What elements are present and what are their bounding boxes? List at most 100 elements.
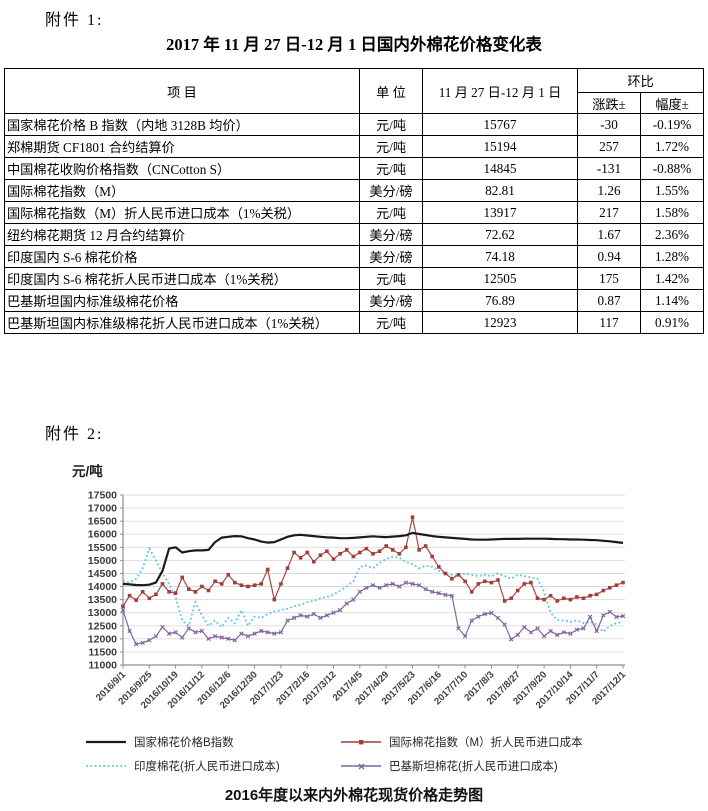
svg-text:16000: 16000 xyxy=(88,529,117,541)
item-name-cell: 国际棉花指数（M） xyxy=(4,179,360,202)
legend-label-1: 国际棉花指数（M）折人民币进口成本 xyxy=(389,737,583,749)
unit-cell: 元/吨 xyxy=(359,201,423,224)
table-body: 国家棉花价格 B 指数（内地 3128B 均价） 元/吨 15767 -30 -… xyxy=(4,113,704,334)
svg-text:13000: 13000 xyxy=(88,607,117,619)
unit-cell: 元/吨 xyxy=(359,311,423,334)
svg-text:11000: 11000 xyxy=(88,660,117,672)
item-name-cell: 巴基斯坦国内标准级棉花折人民币进口成本（1%关税） xyxy=(4,311,360,334)
legend-glyph-0 xyxy=(86,740,126,744)
col-header-item: 项 目 xyxy=(4,68,360,114)
table-row: 中国棉花收购价格指数（CNCotton S） 元/吨 14845 -131 -0… xyxy=(4,157,704,180)
range-cell: 1.55% xyxy=(640,179,704,202)
table-row: 巴基斯坦国内标准级棉花折人民币进口成本（1%关税） 元/吨 12923 117 … xyxy=(4,311,704,334)
col-header-period: 11 月 27 日-12 月 1 日 xyxy=(422,68,578,114)
item-name-cell: 中国棉花收购价格指数（CNCotton S） xyxy=(4,157,360,180)
col-header-range: 幅度± xyxy=(640,92,704,114)
svg-text:13500: 13500 xyxy=(88,594,117,606)
table-row: 纽约棉花期货 12 月合约结算价 美分/磅 72.62 1.67 2.36% xyxy=(4,223,704,246)
unit-cell: 美分/磅 xyxy=(359,179,423,202)
svg-text:14500: 14500 xyxy=(88,568,117,580)
legend-label-2: 印度棉花(折人民币进口成本) xyxy=(134,761,280,773)
col-header-unit: 单 位 xyxy=(359,68,423,114)
range-cell: -0.19% xyxy=(640,113,704,136)
table-title: 2017 年 11 月 27 日-12 月 1 日国内外棉花价格变化表 xyxy=(166,35,542,54)
legend-item-3: 巴基斯坦棉花(折人民币进口成本) xyxy=(340,758,583,774)
y-grid-and-labels: 11000 11500120001250013000135001400014500… xyxy=(88,490,625,672)
period-value-cell: 76.89 xyxy=(422,289,578,312)
table-row: 印度国内 S-6 棉花价格 美分/磅 74.18 0.94 1.28% xyxy=(4,245,704,268)
unit-cell: 元/吨 xyxy=(359,135,423,158)
range-cell: 1.42% xyxy=(640,267,704,290)
svg-text:15000: 15000 xyxy=(88,555,117,567)
unit-cell: 美分/磅 xyxy=(359,245,423,268)
svg-text:12000: 12000 xyxy=(88,633,117,645)
period-value-cell: 15194 xyxy=(422,135,578,158)
svg-text:14000: 14000 xyxy=(88,581,117,593)
series-0 xyxy=(122,531,624,587)
price-change-table: 项 目 单 位 11 月 27 日-12 月 1 日 环比 涨跌± 幅度± 国家… xyxy=(4,68,704,334)
unit-cell: 元/吨 xyxy=(359,157,423,180)
item-name-cell: 国际棉花指数（M）折人民币进口成本（1%关税） xyxy=(4,201,360,224)
change-cell: 175 xyxy=(577,267,641,290)
x-axis-labels: 2016/9/12016/9/252016/10/192016/11/12201… xyxy=(94,665,629,711)
change-cell: -131 xyxy=(577,157,641,180)
svg-text:11500: 11500 xyxy=(88,646,117,658)
y-axis-unit-label: 元/吨 xyxy=(72,464,103,479)
change-cell: 217 xyxy=(577,201,641,224)
period-value-cell: 12923 xyxy=(422,311,578,334)
table-row: 郑棉期货 CF1801 合约结算价 元/吨 15194 257 1.72% xyxy=(4,135,704,158)
change-cell: -30 xyxy=(577,113,641,136)
svg-text:15500: 15500 xyxy=(88,542,117,554)
table-row: 印度国内 S-6 棉花折人民币进口成本（1%关税） 元/吨 12505 175 … xyxy=(4,267,704,290)
table-row: 巴基斯坦国内标准级棉花价格 美分/磅 76.89 0.87 1.14% xyxy=(4,289,704,312)
col-header-huanbi: 环比 xyxy=(577,68,704,93)
change-cell: 117 xyxy=(577,311,641,334)
item-name-cell: 纽约棉花期货 12 月合约结算价 xyxy=(4,223,360,246)
chart-legend: 国家棉花价格B指数 国际棉花指数（M）折人民币进口成本 印度棉花(折人民币进口成… xyxy=(85,734,583,774)
legend-glyph-3 xyxy=(341,763,381,770)
trend-chart-canvas: 11000 11500120001250013000135001400014500… xyxy=(88,490,629,712)
legend-label-0: 国家棉花价格B指数 xyxy=(134,737,234,749)
item-name-cell: 郑棉期货 CF1801 合约结算价 xyxy=(4,135,360,158)
period-value-cell: 15767 xyxy=(422,113,578,136)
unit-cell: 美分/磅 xyxy=(359,289,423,312)
svg-text:17500: 17500 xyxy=(88,490,117,502)
change-cell: 257 xyxy=(577,135,641,158)
range-cell: 2.36% xyxy=(640,223,704,246)
legend-item-0: 国家棉花价格B指数 xyxy=(85,734,340,750)
range-cell: 1.28% xyxy=(640,245,704,268)
period-value-cell: 13917 xyxy=(422,201,578,224)
unit-cell: 元/吨 xyxy=(359,267,423,290)
item-name-cell: 印度国内 S-6 棉花价格 xyxy=(4,245,360,268)
period-value-cell: 14845 xyxy=(422,157,578,180)
unit-cell: 元/吨 xyxy=(359,113,423,136)
range-cell: 0.91% xyxy=(640,311,704,334)
table-row: 国际棉花指数（M） 美分/磅 82.81 1.26 1.55% xyxy=(4,179,704,202)
range-cell: 1.72% xyxy=(640,135,704,158)
table-header: 项 目 单 位 11 月 27 日-12 月 1 日 环比 涨跌± 幅度± xyxy=(4,68,704,114)
legend-item-2: 印度棉花(折人民币进口成本) xyxy=(85,758,340,774)
change-cell: 0.94 xyxy=(577,245,641,268)
series-2 xyxy=(122,546,624,634)
range-cell: -0.88% xyxy=(640,157,704,180)
item-name-cell: 印度国内 S-6 棉花折人民币进口成本（1%关税） xyxy=(4,267,360,290)
unit-cell: 美分/磅 xyxy=(359,223,423,246)
legend-item-1: 国际棉花指数（M）折人民币进口成本 xyxy=(340,734,583,750)
change-cell: 0.87 xyxy=(577,289,641,312)
svg-text:16500: 16500 xyxy=(88,516,117,528)
period-value-cell: 82.81 xyxy=(422,179,578,202)
series-3 xyxy=(120,580,626,647)
range-cell: 1.14% xyxy=(640,289,704,312)
legend-glyph-1 xyxy=(341,740,381,745)
period-value-cell: 74.18 xyxy=(422,245,578,268)
range-cell: 1.58% xyxy=(640,201,704,224)
chart-title: 2016年度以来内外棉花现货价格走势图 xyxy=(224,787,484,804)
table-row: 国际棉花指数（M）折人民币进口成本（1%关税） 元/吨 13917 217 1.… xyxy=(4,201,704,224)
attachment1-label: 附件 1: xyxy=(45,12,104,29)
price-trend-chart: 元/吨 11000 11500 12000 12500 13000 13500 14000 1… xyxy=(0,450,708,811)
period-value-cell: 72.62 xyxy=(422,223,578,246)
legend-glyph-2 xyxy=(86,765,126,767)
change-cell: 1.26 xyxy=(577,179,641,202)
series-1 xyxy=(121,515,625,608)
